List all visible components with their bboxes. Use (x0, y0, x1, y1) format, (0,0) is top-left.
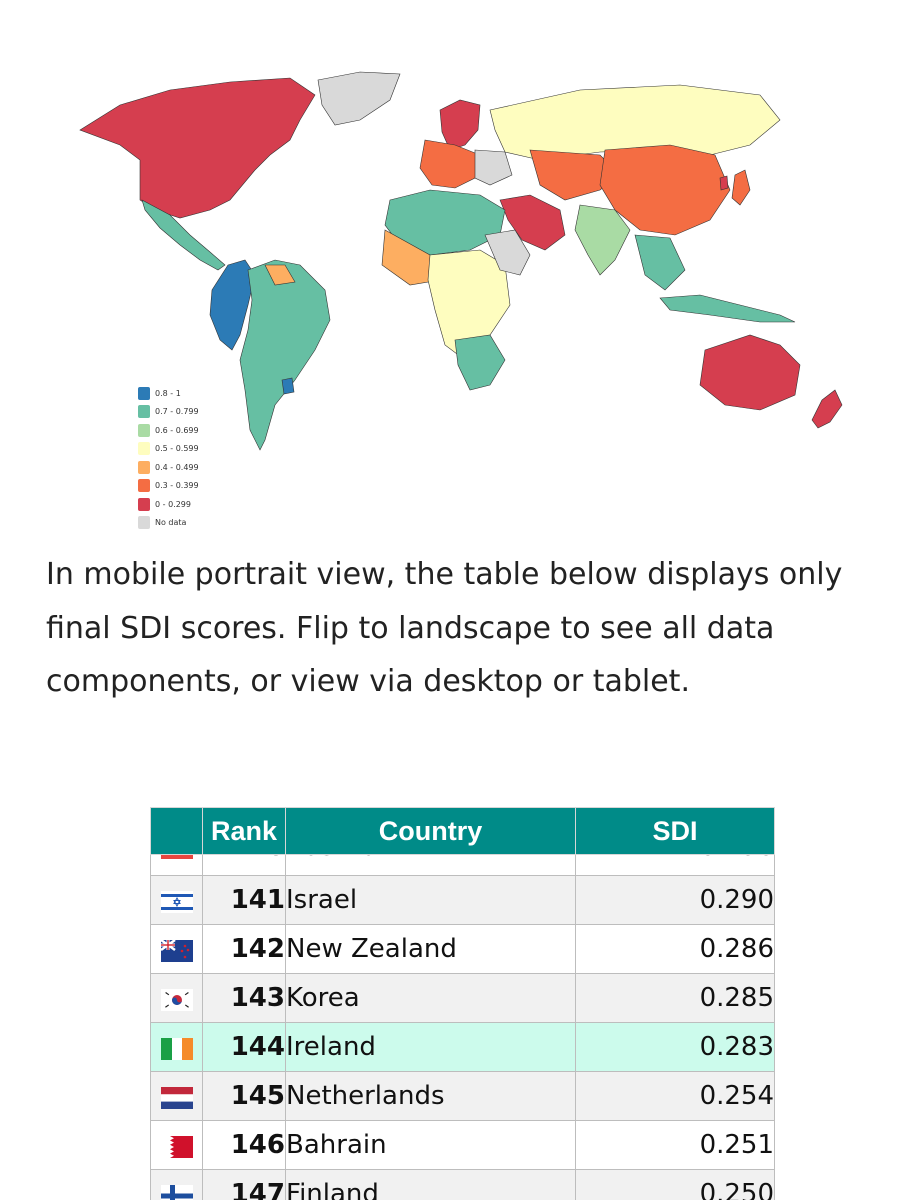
legend-item: 0.4 - 0.499 (138, 458, 199, 477)
japan-region (731, 169, 751, 206)
legend-item: 0.8 - 1 (138, 384, 199, 403)
rank-cell: 142 (230, 934, 285, 964)
sdi-table-container[interactable]: Rank Country SDI 140Austria 0.296 141Israe… (150, 807, 776, 1200)
table-row: 144 Ireland 0.283 (150, 1022, 775, 1072)
legend-label: 0.3 - 0.399 (155, 481, 199, 491)
rank-cell: 144 (230, 1032, 285, 1062)
country-cell: Korea (286, 983, 360, 1013)
sdi-cell: 0.283 (699, 1032, 774, 1062)
legend-item: No data (138, 514, 199, 533)
scandinavia-region (439, 99, 481, 151)
legend-label: 0.4 - 0.499 (155, 462, 199, 472)
austria-flag-icon (160, 855, 193, 859)
uruguay-region (281, 377, 295, 395)
table-row: 142 New Zealand 0.286 (150, 924, 775, 974)
india-region (574, 204, 631, 276)
country-cell: Austria (287, 856, 378, 863)
legend-label: 0.7 - 0.799 (155, 407, 199, 417)
sdi-cell: 0.290 (699, 885, 774, 915)
header-flag (150, 807, 203, 855)
rank-cell: 140 (231, 856, 285, 863)
southeast-asia-region (634, 234, 686, 291)
middle-east-region (499, 194, 566, 251)
rank-cell: 143 (230, 983, 285, 1013)
legend-item: 0.3 - 0.399 (138, 477, 199, 496)
legend-swatch (138, 386, 150, 400)
rank-cell: 145 (230, 1081, 285, 1111)
map-legend: 0.8 - 1 0.7 - 0.799 0.6 - 0.699 0.5 - 0.599… (138, 384, 199, 532)
table-row: 145 Netherlands 0.254 (150, 1071, 775, 1121)
country-cell: Ireland (286, 1032, 376, 1062)
legend-label: 0.5 - 0.599 (155, 444, 199, 454)
legend-swatch (138, 516, 150, 530)
intro-paragraph: In mobile portrait view, the table below… (46, 557, 843, 699)
legend-item: 0.7 - 0.799 (138, 403, 199, 422)
netherlands-flag-icon (160, 1086, 193, 1109)
sdi-cell: 0.286 (699, 934, 774, 964)
central-asia-region (529, 149, 621, 201)
sdi-cell: 0.285 (699, 983, 774, 1013)
legend-swatch (138, 442, 150, 456)
west-africa-region (381, 229, 441, 286)
legend-item: 0.5 - 0.599 (138, 440, 199, 459)
table-header-row: Rank Country SDI (150, 807, 775, 855)
finland-flag-icon (160, 1184, 193, 1200)
legend-item: 0.6 - 0.699 (138, 421, 199, 440)
ireland-flag-icon (160, 1037, 193, 1060)
andes-region (209, 259, 256, 351)
legend-swatch (138, 460, 150, 474)
country-cell: Netherlands (286, 1081, 445, 1111)
rank-cell: 147 (230, 1179, 285, 1200)
indonesia-region (659, 294, 796, 323)
legend-swatch (138, 479, 150, 493)
new-zealand-region (811, 389, 843, 429)
north-america-region (79, 77, 316, 219)
southern-africa-region (454, 334, 506, 391)
legend-swatch (138, 423, 150, 437)
new-zealand-flag-icon (159, 938, 193, 962)
sdi-cell: 0.296 (700, 856, 774, 863)
legend-swatch (138, 497, 150, 511)
rank-cell: 146 (230, 1130, 285, 1160)
eastern-europe-region (474, 149, 513, 186)
world-sdi-map: 0.8 - 1 0.7 - 0.799 0.6 - 0.699 0.5 - 0.599… (60, 60, 860, 530)
mexico-region (141, 199, 226, 271)
table-row: 140Austria 0.296 (150, 854, 775, 876)
brazil-region (239, 259, 331, 451)
china-region (599, 144, 731, 236)
table-row: 143 Korea 0.285 (150, 973, 775, 1023)
country-cell: New Zealand (286, 934, 457, 964)
legend-swatch (138, 405, 150, 419)
greenland-region (317, 71, 401, 126)
sdi-cell: 0.254 (699, 1081, 774, 1111)
bahrain-flag-icon (160, 1135, 193, 1158)
rank-cell: 141 (230, 885, 285, 915)
sdi-table: Rank Country SDI 140Austria 0.296 141Israe… (150, 807, 775, 1200)
israel-flag-icon (160, 890, 193, 913)
country-cell: Finland (286, 1179, 379, 1200)
legend-label: 0.8 - 1 (155, 388, 181, 398)
western-europe-region (419, 139, 481, 189)
header-rank[interactable]: Rank (202, 807, 286, 855)
table-row: 146 Bahrain 0.251 (150, 1120, 775, 1170)
legend-label: 0 - 0.299 (155, 499, 191, 509)
sdi-cell: 0.251 (699, 1130, 774, 1160)
south-korea-flag-icon (160, 988, 193, 1011)
header-country[interactable]: Country (285, 807, 576, 855)
table-row: 141 Israel 0.290 (150, 875, 775, 925)
australia-region (699, 334, 801, 411)
country-cell: Israel (286, 885, 358, 915)
legend-item: 0 - 0.299 (138, 495, 199, 514)
legend-label: 0.6 - 0.699 (155, 425, 199, 435)
sdi-cell: 0.250 (699, 1179, 774, 1200)
table-row: 147 Finland 0.250 (150, 1169, 775, 1200)
east-africa-region (484, 229, 531, 276)
korea-region (719, 175, 729, 191)
venezuela-region (264, 264, 296, 286)
country-cell: Bahrain (286, 1130, 387, 1160)
legend-label: No data (155, 518, 187, 528)
header-sdi[interactable]: SDI (575, 807, 775, 855)
